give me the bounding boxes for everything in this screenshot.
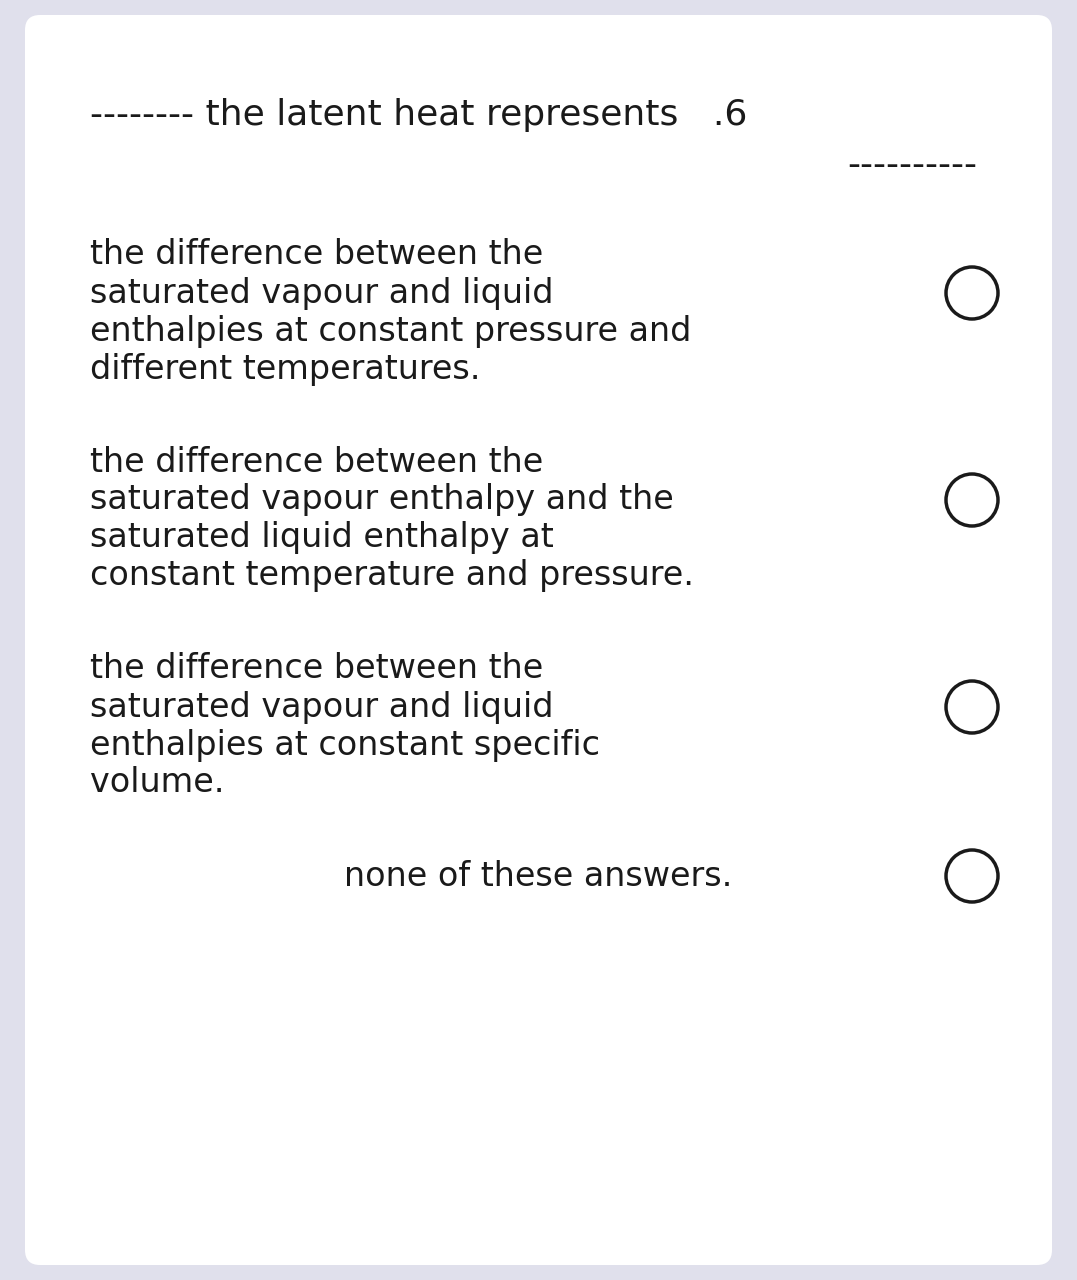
- Text: the difference between the: the difference between the: [90, 445, 543, 479]
- Text: saturated vapour and liquid: saturated vapour and liquid: [90, 276, 554, 310]
- Text: saturated vapour and liquid: saturated vapour and liquid: [90, 690, 554, 723]
- Text: volume.: volume.: [90, 767, 224, 800]
- Text: saturated liquid enthalpy at: saturated liquid enthalpy at: [90, 521, 554, 554]
- Text: enthalpies at constant specific: enthalpies at constant specific: [90, 728, 600, 762]
- Text: enthalpies at constant pressure and: enthalpies at constant pressure and: [90, 315, 691, 347]
- Text: the difference between the: the difference between the: [90, 653, 543, 686]
- Text: different temperatures.: different temperatures.: [90, 352, 480, 385]
- Text: the difference between the: the difference between the: [90, 238, 543, 271]
- Text: none of these answers.: none of these answers.: [345, 859, 732, 892]
- FancyBboxPatch shape: [25, 15, 1052, 1265]
- Text: ----------: ----------: [847, 148, 977, 182]
- Text: -------- the latent heat represents   .6: -------- the latent heat represents .6: [90, 99, 747, 132]
- Text: constant temperature and pressure.: constant temperature and pressure.: [90, 559, 694, 593]
- Text: saturated vapour enthalpy and the: saturated vapour enthalpy and the: [90, 484, 674, 517]
